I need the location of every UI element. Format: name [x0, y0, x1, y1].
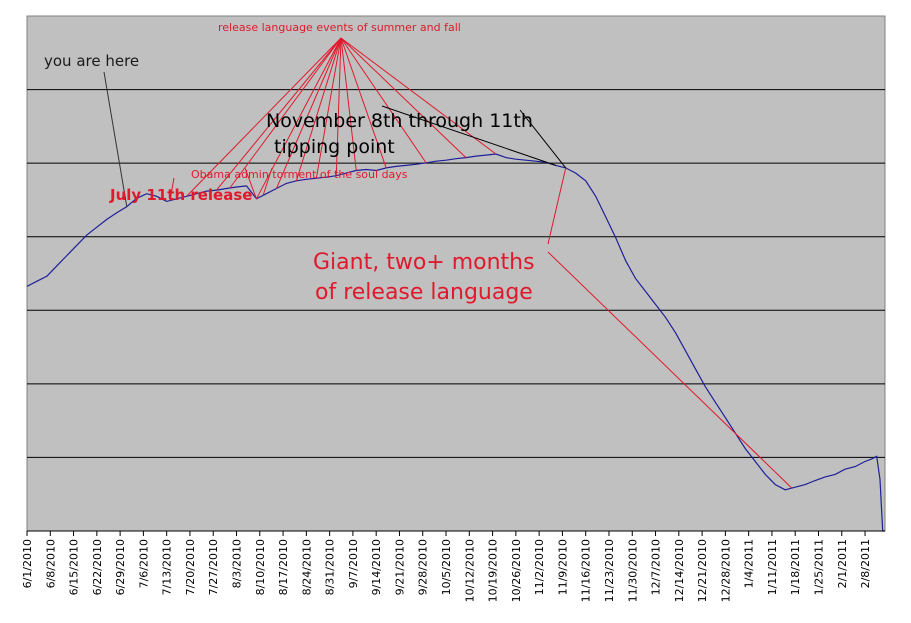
leader-line-release-event [229, 37, 342, 189]
leader-line-giant [547, 167, 567, 245]
x-tick-label: 11/30/2010 [626, 539, 639, 602]
plot-area [26, 15, 886, 532]
x-tick-label: 2/1/2011 [836, 539, 849, 588]
x-tick-label: 7/6/2010 [137, 539, 150, 588]
leader-line-release-event [340, 37, 357, 171]
x-tick-label: 6/8/2010 [44, 539, 57, 588]
x-tick-label: 8/24/2010 [300, 539, 313, 595]
leader-line-release-event [340, 37, 497, 155]
leader-line-tipping-point [381, 105, 556, 166]
x-tick-label: 10/19/2010 [487, 539, 500, 602]
x-tick-label: 10/5/2010 [440, 539, 453, 595]
x-tick-label: 11/9/2010 [556, 539, 569, 595]
x-tick-label: 12/14/2010 [673, 539, 686, 602]
x-tick-label: 10/12/2010 [463, 539, 476, 602]
x-tick-label: 7/27/2010 [207, 539, 220, 595]
annotation-july-release: July 11th release [109, 186, 252, 204]
annotation-obama-admin: Obama admin torment of the soul days [191, 168, 408, 181]
series-layer [26, 153, 885, 532]
x-tick-label: 6/22/2010 [91, 539, 104, 595]
leader-line-admin-torment [262, 167, 273, 196]
series-line-index [26, 153, 885, 532]
x-tick-label: 6/1/2010 [21, 539, 34, 588]
annotation-november-line2: tipping point [274, 136, 395, 158]
x-axis: 6/1/2010 6/8/2010 6/15/2010 6/22/2010 6/29/2… [21, 530, 885, 602]
leader-line-release-event [295, 37, 342, 181]
x-tick-label: 7/13/2010 [161, 539, 174, 595]
x-tick-label: 1/11/2011 [766, 539, 779, 595]
leader-line-release-event [275, 37, 342, 189]
leader-line-release-event [315, 37, 342, 179]
x-tick-label: 11/16/2010 [580, 539, 593, 602]
x-tick-label: 9/28/2010 [417, 539, 430, 595]
leader-line-tipping-point [519, 109, 567, 169]
x-tick-label: 9/21/2010 [393, 539, 406, 595]
x-tick-label: 1/18/2011 [789, 539, 802, 595]
leader-line-giant [547, 251, 793, 489]
x-tick-label: 11/23/2010 [603, 539, 616, 602]
x-tick-label: 11/2/2010 [533, 539, 546, 595]
leader-line-release-event [340, 37, 467, 158]
x-tick-label: 8/3/2010 [231, 539, 244, 588]
annotation-lines [103, 37, 793, 489]
x-tick-label: 12/7/2010 [650, 539, 663, 595]
x-tick-label: 8/10/2010 [254, 539, 267, 595]
annotation-november-line1: November 8th through 11th [266, 110, 533, 132]
gridlines [27, 89, 885, 458]
leader-line-release-event [186, 37, 342, 197]
annotation-you-are-here: you are here [44, 52, 139, 70]
x-tick-label: 7/20/2010 [184, 539, 197, 595]
x-tick-label: 9/14/2010 [370, 539, 383, 595]
annotation-giant-line1: Giant, two+ months [313, 250, 535, 275]
annotation-release-events: release language events of summer and fa… [218, 21, 461, 34]
x-tick-label: 8/17/2010 [277, 539, 290, 595]
leader-line-july-release [169, 177, 175, 201]
x-tick-label: 12/21/2010 [696, 539, 709, 602]
x-tick-label: 6/29/2010 [114, 539, 127, 595]
x-tick-label: 8/31/2010 [324, 539, 337, 595]
leader-line-admin-torment [244, 167, 257, 199]
x-tick-label: 6/15/2010 [68, 539, 81, 595]
x-tick-label: 12/28/2010 [719, 539, 732, 602]
annotation-giant-line2: of release language [315, 280, 533, 305]
leader-line-release-event [216, 37, 342, 191]
x-tick-label: 9/7/2010 [347, 539, 360, 588]
leader-line-release-event [335, 37, 342, 176]
x-tick-label: 1/4/2011 [743, 539, 756, 588]
x-tick-label: 10/26/2010 [510, 539, 523, 602]
leader-line-release-event [340, 37, 387, 169]
x-tick-label: 1/25/2011 [812, 539, 825, 595]
leader-line-you-are-here [103, 71, 128, 207]
x-tick-label: 2/8/2011 [859, 539, 872, 588]
leader-line-release-event [340, 37, 427, 164]
